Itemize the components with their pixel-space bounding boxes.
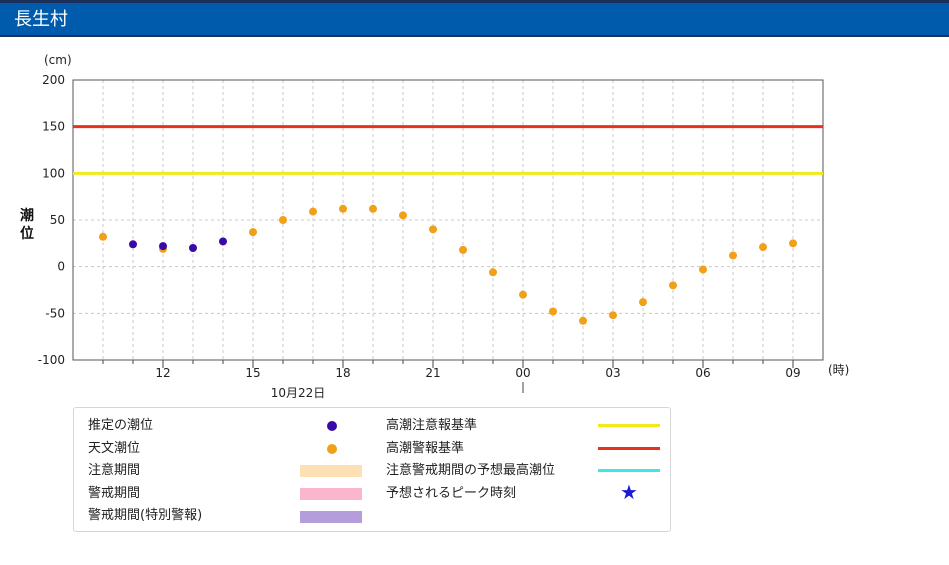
y-axis-title-char: 潮 (20, 207, 34, 224)
page-title: 長生村 (14, 9, 68, 30)
y-tick-label: 100 (42, 166, 65, 180)
y-tick-label: 150 (42, 120, 65, 134)
legend-label-advisory-standard: 高潮注意報基準 (386, 418, 478, 433)
data-point (549, 307, 557, 316)
data-point (489, 268, 497, 277)
x-tick-label: 06 (695, 366, 710, 380)
data-point (189, 244, 197, 252)
data-point (339, 204, 347, 213)
data-point (729, 251, 737, 260)
data-point (789, 239, 797, 248)
data-point (459, 245, 467, 254)
date-label: 10月22日 (271, 386, 326, 400)
legend-swatch-warning (300, 488, 362, 500)
data-point (159, 242, 167, 251)
title-bar: 長生村 (0, 0, 949, 37)
x-tick-label: 21 (425, 366, 440, 380)
legend-label-warning-standard: 高潮警報基準 (386, 441, 465, 456)
data-point (519, 290, 527, 299)
legend-label-caution-period: 注意期間 (88, 463, 141, 478)
data-point (669, 281, 677, 290)
data-point (609, 311, 617, 320)
data-point (129, 240, 137, 249)
tide-chart: 200 150 100 50 0 -50 -100 12 15 18 21 00 03 06 09 10月22… (20, 53, 849, 400)
y-tick-label: 50 (50, 213, 65, 227)
legend-label-special-warning: 警戒期間(特別警報) (88, 508, 203, 523)
data-point (309, 207, 317, 216)
y-tick-label: -100 (38, 353, 65, 367)
data-point (759, 243, 767, 252)
chart-legend: 推定の潮位 天文潮位 注意期間 警戒期間 警戒期間(特別警報) 高潮注意報基準 … (73, 407, 671, 532)
legend-line-advisory (598, 424, 660, 427)
x-unit-label: (時) (828, 363, 849, 377)
data-point (639, 298, 647, 307)
data-point (99, 232, 107, 241)
y-axis-title-char: 位 (20, 225, 34, 242)
legend-label-peak-time: 予想されるピーク時刻 (386, 486, 517, 501)
legend-marker-estimated (327, 421, 337, 431)
legend-label-peak-forecast: 注意警戒期間の予想最高潮位 (386, 463, 556, 478)
x-tick-label: 09 (785, 366, 800, 380)
data-point (429, 225, 437, 234)
x-tick-label: 03 (605, 366, 620, 380)
data-point (249, 228, 257, 237)
star-icon: ★ (620, 480, 638, 504)
plot-border (72, 79, 824, 361)
x-tick-label: 12 (155, 366, 170, 380)
x-tick-label: 18 (335, 366, 350, 380)
legend-label-astronomical: 天文潮位 (88, 441, 141, 456)
legend-label-warning-period: 警戒期間 (88, 486, 141, 501)
legend-swatch-caution (300, 465, 362, 477)
data-point (279, 216, 287, 224)
legend-label-estimated: 推定の潮位 (88, 418, 154, 433)
legend-marker-astronomical (327, 444, 337, 454)
y-tick-label: -50 (45, 306, 65, 320)
y-tick-label: 0 (57, 260, 65, 274)
data-point (699, 265, 707, 274)
x-tick-label: 00 (515, 366, 530, 380)
data-point (399, 211, 407, 220)
legend-line-warning (598, 447, 660, 450)
y-unit-label: (cm) (44, 53, 72, 67)
data-point (219, 237, 227, 246)
y-tick-label: 200 (42, 73, 65, 87)
legend-swatch-special (300, 511, 362, 523)
data-point (579, 316, 587, 325)
data-point (369, 204, 377, 213)
legend-line-peak (598, 469, 660, 472)
x-tick-label: 15 (245, 366, 260, 380)
